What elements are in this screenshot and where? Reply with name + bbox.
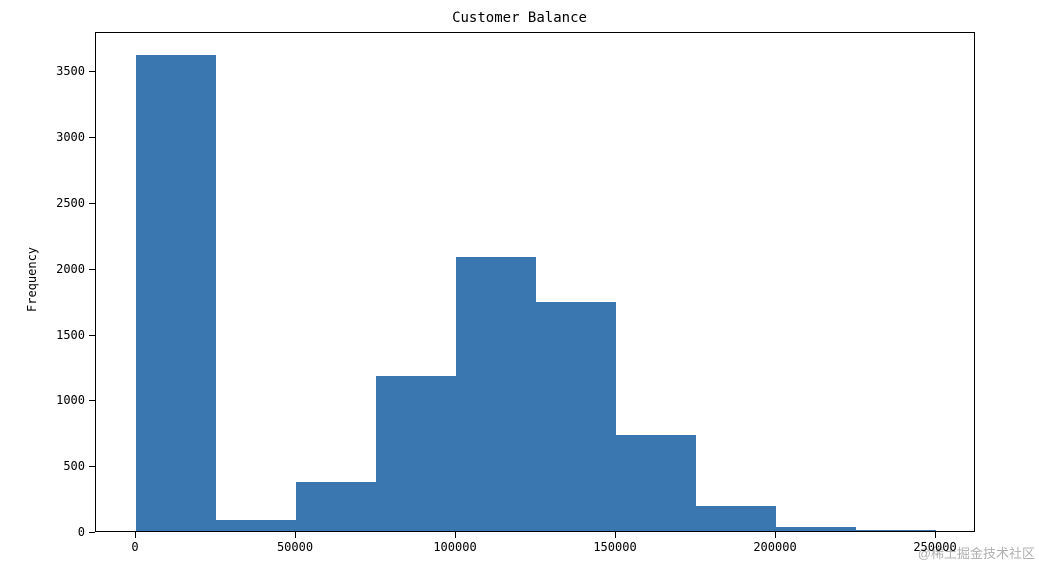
y-axis-label: Frequency	[25, 247, 39, 312]
histogram-bar	[216, 520, 296, 531]
y-tick-label: 0	[35, 525, 85, 539]
x-tick-label: 250000	[913, 540, 956, 554]
x-tick-label: 50000	[277, 540, 313, 554]
x-tick	[615, 532, 616, 538]
x-tick-label: 200000	[753, 540, 796, 554]
y-tick	[89, 71, 95, 72]
histogram-bar	[616, 435, 696, 531]
histogram-bar	[296, 482, 376, 531]
y-tick-label: 3000	[35, 130, 85, 144]
y-tick	[89, 466, 95, 467]
histogram-bar	[536, 302, 616, 531]
x-tick	[935, 532, 936, 538]
chart-title: Customer Balance	[0, 10, 1039, 26]
histogram-bar	[696, 506, 776, 531]
y-tick-label: 1500	[35, 328, 85, 342]
y-tick	[89, 335, 95, 336]
plot-area	[95, 32, 975, 532]
y-tick	[89, 532, 95, 533]
histogram-bar	[856, 530, 936, 531]
y-tick	[89, 400, 95, 401]
y-tick-label: 3500	[35, 64, 85, 78]
x-tick-label: 100000	[433, 540, 476, 554]
y-tick-label: 1000	[35, 393, 85, 407]
y-tick-label: 2500	[35, 196, 85, 210]
y-tick-label: 2000	[35, 262, 85, 276]
x-tick	[775, 532, 776, 538]
x-tick-label: 0	[131, 540, 138, 554]
histogram-bar	[776, 527, 856, 531]
x-tick-label: 150000	[593, 540, 636, 554]
y-tick	[89, 137, 95, 138]
y-tick-label: 500	[35, 459, 85, 473]
y-tick	[89, 203, 95, 204]
x-tick	[295, 532, 296, 538]
histogram-bar	[376, 376, 456, 531]
histogram-chart: Customer Balance Frequency @稀土掘金技术社区 050…	[0, 0, 1039, 570]
y-tick	[89, 269, 95, 270]
histogram-bar	[456, 257, 536, 531]
x-tick	[455, 532, 456, 538]
histogram-bar	[136, 55, 216, 531]
x-tick	[135, 532, 136, 538]
